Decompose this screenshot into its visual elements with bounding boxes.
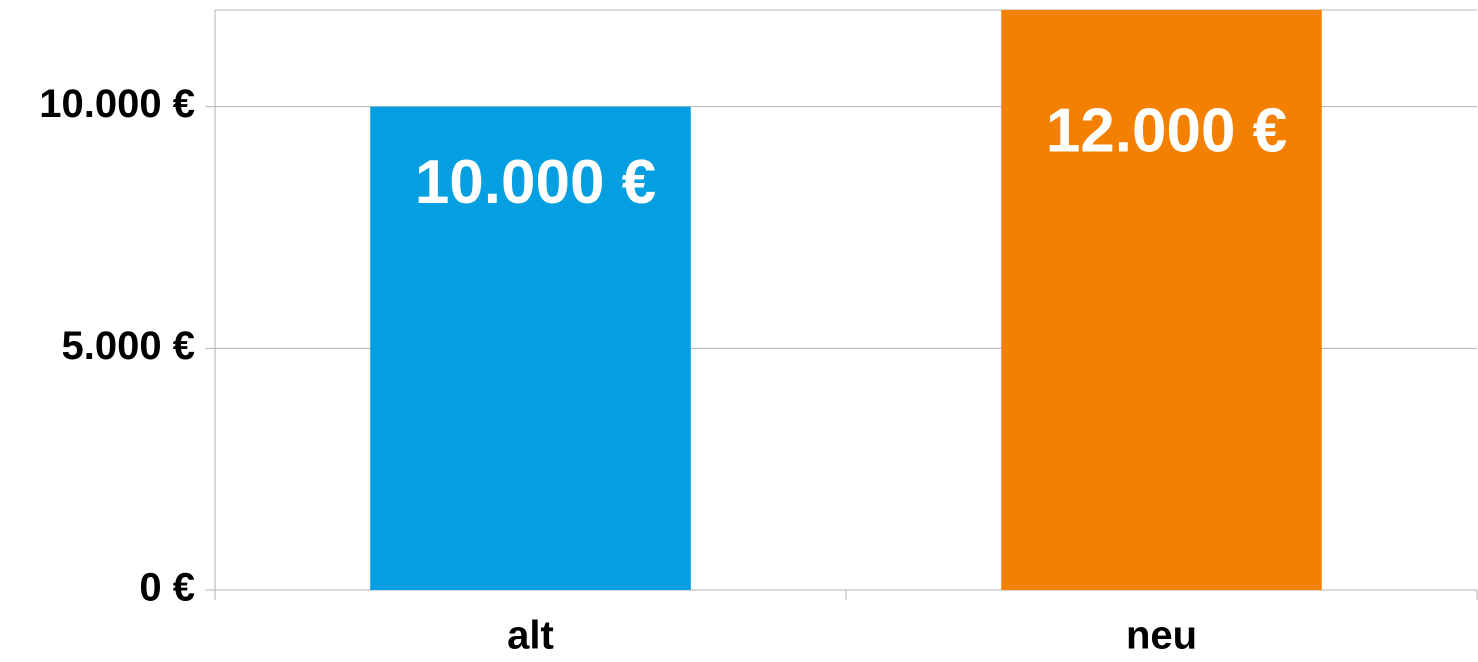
bar (1001, 10, 1322, 590)
x-tick-label: alt (507, 614, 554, 657)
y-tick-label: 10.000 € (39, 82, 195, 126)
data-label: 10.000 € (415, 148, 656, 217)
x-tick-label: neu (1126, 614, 1197, 657)
y-tick-label: 5.000 € (62, 324, 195, 368)
y-tick-label: 0 € (139, 566, 195, 610)
data-label: 12.000 € (1046, 96, 1287, 165)
bar (370, 106, 691, 591)
